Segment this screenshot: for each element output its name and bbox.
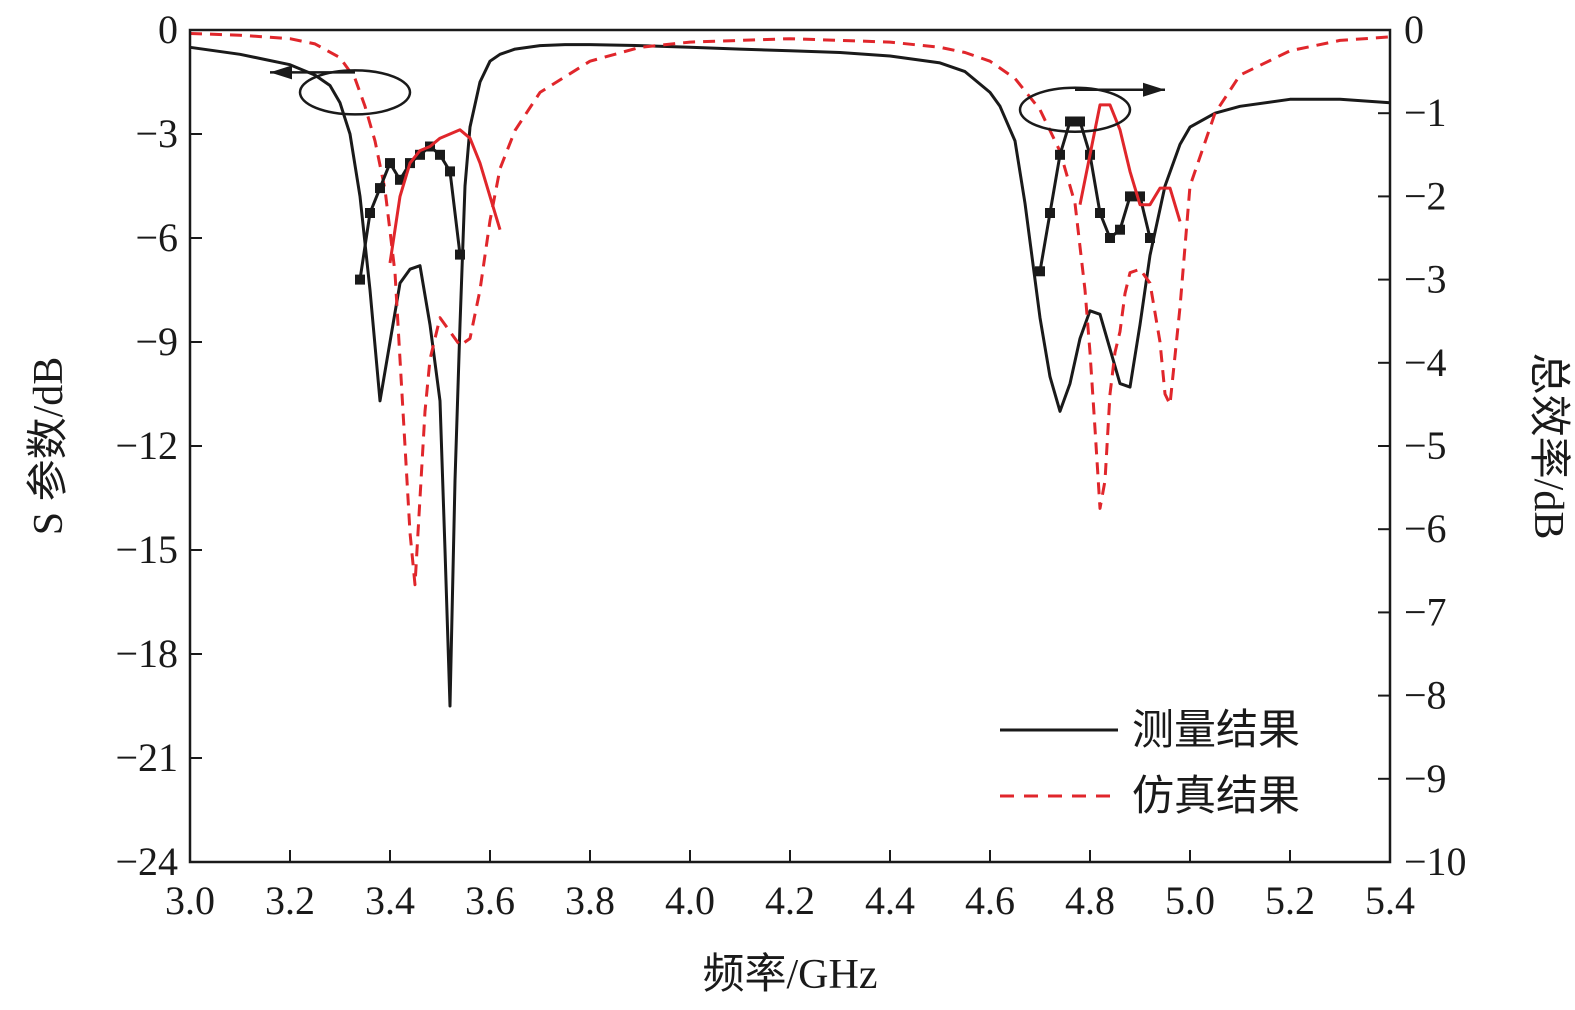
legend: 测量结果 仿真结果 <box>1000 708 1300 820</box>
legend-label-measured: 测量结果 <box>1132 708 1300 754</box>
y-left-tick-label: −18 <box>115 631 178 676</box>
y-left-tick-label: −3 <box>135 111 178 156</box>
x-tick-label: 4.4 <box>865 878 915 923</box>
y-right-tick-label: −1 <box>1404 90 1447 135</box>
x-tick-label: 4.8 <box>1065 878 1115 923</box>
data-marker <box>395 174 405 185</box>
axis-ticks <box>189 29 1391 863</box>
data-marker <box>1065 116 1075 127</box>
y-right-tick-label: −9 <box>1404 756 1447 801</box>
x-tick-label: 3.2 <box>265 878 315 923</box>
series-line-3-0 <box>388 128 502 264</box>
y-right-tick-label: −5 <box>1404 423 1447 468</box>
y-right-tick-label: −7 <box>1404 589 1447 634</box>
y-right-tick-label: −4 <box>1404 340 1447 385</box>
data-marker <box>435 149 445 160</box>
data-marker <box>1035 266 1045 277</box>
y-left-tick-label: −9 <box>135 319 178 364</box>
annotations <box>270 65 1165 133</box>
data-marker <box>1055 149 1065 160</box>
y-left-tick-label: −6 <box>135 215 178 260</box>
x-tick-label: 5.0 <box>1165 878 1215 923</box>
x-tick-label: 4.2 <box>765 878 815 923</box>
data-marker <box>1105 233 1115 243</box>
y-left-tick-label: −21 <box>115 735 178 780</box>
y-left-tick-label: −12 <box>115 423 178 468</box>
y-right-tick-label: −8 <box>1404 673 1447 718</box>
plot-area <box>189 32 1391 708</box>
x-tick-label: 5.2 <box>1265 878 1315 923</box>
data-marker <box>1095 208 1105 218</box>
annotation-arrowhead-0 <box>270 65 292 80</box>
data-marker <box>355 274 365 285</box>
y-axis-title-right: 总效率/dB <box>1525 353 1572 540</box>
series-line-1-0 <box>189 32 1391 587</box>
x-tick-label: 3.0 <box>165 878 215 923</box>
data-marker <box>1115 224 1125 235</box>
y-right-tick-label: −3 <box>1404 257 1447 302</box>
data-marker <box>1135 191 1145 202</box>
data-marker <box>1075 116 1085 127</box>
data-marker <box>1125 191 1135 202</box>
data-marker <box>375 183 385 194</box>
x-tick-label: 5.4 <box>1365 878 1415 923</box>
y-right-tick-label: −10 <box>1404 839 1467 884</box>
annotation-ellipse-0 <box>298 69 412 116</box>
y-left-tick-label: −15 <box>115 527 178 572</box>
data-marker <box>1045 208 1055 218</box>
data-marker <box>445 166 455 177</box>
y-right-tick-label: −6 <box>1404 506 1447 551</box>
tick-labels: 3.0 3.2 3.4 3.6 3.8 4.0 4.2 4.4 4.6 4.8 5.0 5.2 5.4 0… <box>115 7 1466 923</box>
y-axis-title-left: S 参数/dB <box>25 357 72 536</box>
x-tick-label: 3.6 <box>465 878 515 923</box>
y-right-tick-label: 0 <box>1404 7 1424 52</box>
data-marker <box>1145 233 1155 243</box>
x-axis-title: 频率/GHz <box>703 951 878 998</box>
data-marker <box>385 158 395 169</box>
legend-label-simulated: 仿真结果 <box>1132 774 1300 820</box>
data-marker <box>415 149 425 160</box>
series-line-3-1 <box>1078 103 1182 222</box>
annotation-arrowhead-1 <box>1143 82 1165 97</box>
y-left-tick-label: 0 <box>158 7 178 52</box>
data-marker <box>365 208 375 218</box>
data-marker <box>455 249 465 260</box>
series-line-0-0 <box>189 43 1391 708</box>
x-tick-label: 3.4 <box>365 878 415 923</box>
annotation-ellipse-1 <box>1018 86 1132 133</box>
x-tick-label: 4.6 <box>965 878 1015 923</box>
x-tick-label: 4.0 <box>665 878 715 923</box>
y-left-tick-label: −24 <box>115 839 178 884</box>
x-tick-label: 3.8 <box>565 878 615 923</box>
y-right-tick-label: −2 <box>1404 173 1447 218</box>
